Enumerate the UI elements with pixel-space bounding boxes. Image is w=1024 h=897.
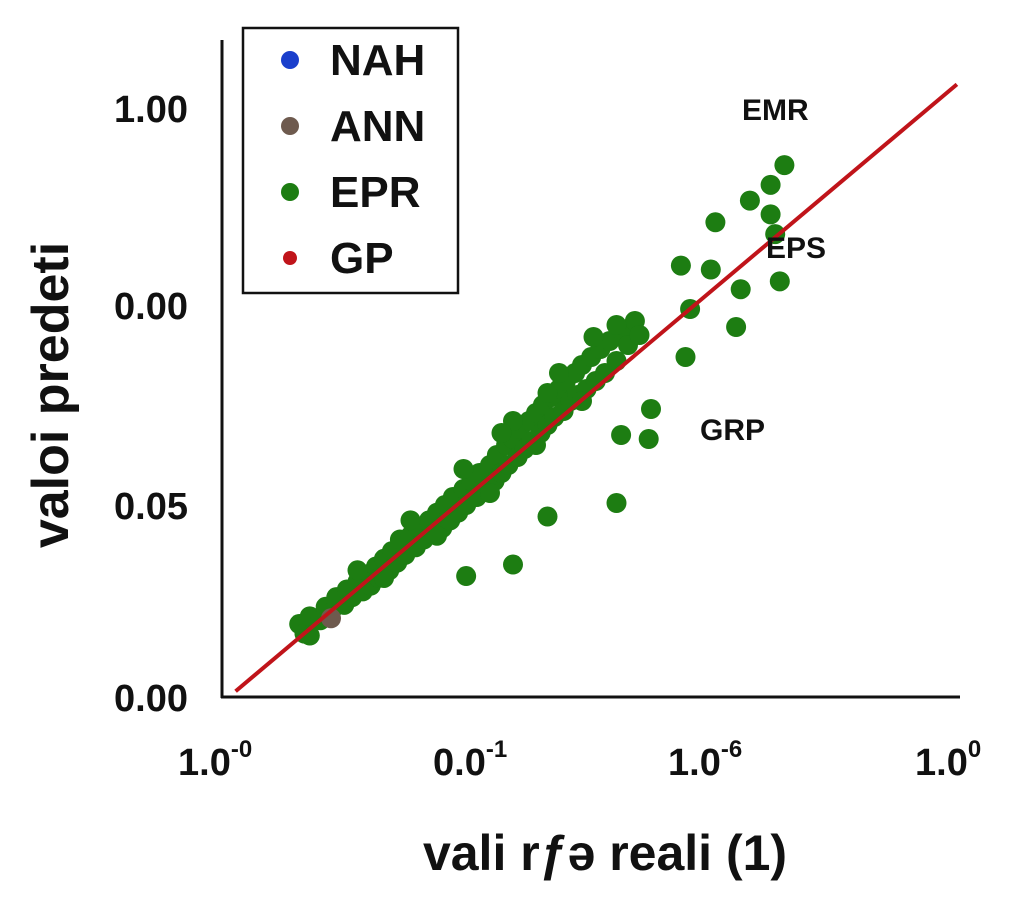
epr-data-point <box>760 174 781 195</box>
epr-data-point <box>760 204 781 225</box>
legend-box <box>241 26 460 295</box>
epr-data-point <box>606 315 627 335</box>
annotation-eps: EPS <box>766 232 826 265</box>
x-tick-labels: 1.0-0 0.0-1 1.0-6 1.00 <box>178 736 981 784</box>
points-layer <box>289 155 795 646</box>
y-tick-label: 1.00 <box>114 89 188 131</box>
epr-data-point <box>769 271 790 292</box>
epr-data-point <box>641 399 661 419</box>
legend: NAH ANN EPR GP <box>241 26 460 295</box>
x-tick-label: 1.0-0 <box>178 736 252 784</box>
epr-data-point <box>606 351 627 371</box>
fit-line-layer <box>234 82 959 693</box>
epr-data-point <box>537 506 558 527</box>
annotation-emr: EMR <box>742 94 809 127</box>
legend-marker-gp <box>283 251 297 265</box>
epr-data-point <box>347 560 368 581</box>
epr-data-point <box>537 383 558 403</box>
legend-label-nah: NAH <box>330 36 425 85</box>
epr-data-point <box>480 483 500 503</box>
y-tick-label: 0.05 <box>114 486 188 528</box>
x-tick-label: 1.00 <box>915 736 981 784</box>
epr-data-point <box>726 317 747 337</box>
epr-data-point <box>670 255 691 276</box>
legend-marker-nah <box>281 51 299 69</box>
epr-data-point <box>427 525 447 546</box>
epr-data-point <box>700 259 721 280</box>
legend-marker-ann <box>281 117 299 135</box>
epr-data-point <box>730 279 751 300</box>
epr-data-point <box>739 190 760 211</box>
y-axis-label: valoi predeti <box>22 242 80 548</box>
y-tick-label: 0.00 <box>114 678 188 720</box>
y-tick-label: 0.00 <box>114 286 188 328</box>
epr-data-point <box>638 429 659 449</box>
epr-data-point <box>583 327 604 347</box>
epr-data-point <box>611 425 632 445</box>
y-tick-labels: 0.00 0.05 0.00 1.00 <box>114 89 188 720</box>
legend-marker-epr <box>281 183 299 201</box>
epr-data-point <box>549 363 569 383</box>
gp-fit-line <box>234 82 959 693</box>
epr-data-point <box>503 554 523 575</box>
epr-data-point <box>606 493 627 513</box>
epr-data-point <box>453 459 474 479</box>
x-axis-label: vali rƒə reali (1) <box>423 825 787 881</box>
legend-label-epr: EPR <box>330 168 420 217</box>
epr-data-point <box>675 347 696 367</box>
annotations: EMR EPS GRP <box>700 94 826 447</box>
legend-label-ann: ANN <box>330 102 425 151</box>
legend-label-gp: GP <box>330 234 394 283</box>
epr-data-point <box>491 423 512 443</box>
epr-data-point <box>629 325 650 345</box>
epr-data-point <box>400 510 421 531</box>
annotation-grp: GRP <box>700 414 765 447</box>
epr-data-point <box>705 212 726 233</box>
epr-data-point <box>456 566 477 587</box>
x-tick-label: 0.0-1 <box>433 736 507 784</box>
epr-data-point <box>526 435 546 455</box>
epr-data-point <box>774 155 795 176</box>
x-tick-label: 1.0-6 <box>668 736 742 784</box>
